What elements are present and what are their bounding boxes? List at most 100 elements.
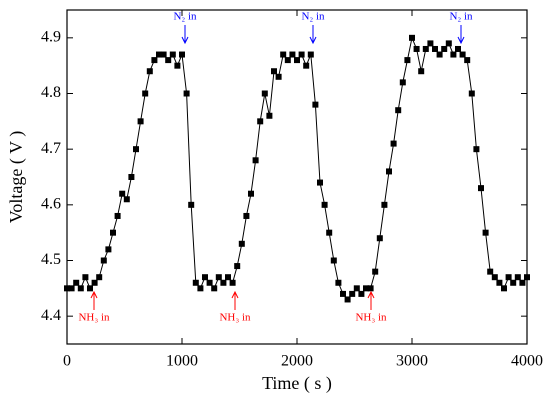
marker: [100, 257, 107, 264]
y-axis-label: Voltage ( V ): [6, 131, 27, 224]
x-axis-label: Time ( s ): [262, 373, 332, 394]
marker: [220, 279, 227, 286]
marker: [468, 90, 475, 97]
marker: [123, 196, 130, 203]
y-tick-label: 4.5: [41, 251, 61, 268]
marker: [156, 51, 162, 58]
marker: [248, 190, 254, 197]
marker: [409, 34, 415, 41]
marker: [119, 190, 126, 197]
arrow-head: [457, 36, 465, 45]
marker: [105, 246, 112, 253]
marker: [496, 279, 503, 286]
marker: [238, 240, 245, 247]
marker: [307, 51, 314, 58]
annotation: N₂ in: [449, 11, 473, 23]
arrow-head: [367, 290, 375, 299]
marker: [73, 279, 80, 286]
marker: [183, 90, 190, 97]
marker: [353, 285, 360, 292]
y-tick-label: 4.8: [41, 84, 61, 101]
arrow-head: [90, 290, 98, 299]
marker: [114, 212, 121, 219]
marker: [349, 290, 356, 297]
marker: [252, 157, 259, 164]
marker: [330, 257, 337, 264]
marker: [179, 51, 185, 58]
marker: [363, 285, 369, 292]
marker: [317, 179, 323, 186]
x-tick-label: 1000: [166, 353, 198, 370]
marker: [395, 107, 402, 114]
marker: [340, 290, 346, 297]
marker: [335, 279, 342, 286]
marker: [367, 285, 374, 292]
marker: [257, 118, 264, 125]
annotation: NH₃ in: [78, 312, 110, 324]
annotation: N₂ in: [301, 11, 325, 23]
marker: [505, 274, 512, 281]
marker: [399, 79, 406, 86]
marker: [514, 274, 521, 281]
marker: [165, 57, 172, 64]
marker: [229, 279, 236, 286]
annotation: NH₃ in: [355, 312, 387, 324]
marker: [261, 90, 268, 97]
x-tick-label: 4000: [511, 353, 543, 370]
marker: [215, 274, 222, 281]
marker: [482, 229, 489, 236]
series-line: [67, 36, 528, 301]
y-tick-label: 4.4: [41, 307, 61, 324]
marker: [174, 62, 181, 69]
marker: [160, 51, 167, 58]
marker: [303, 62, 310, 69]
marker: [91, 279, 98, 286]
marker: [459, 51, 466, 58]
y-tick-label: 4.9: [41, 29, 61, 46]
marker: [192, 279, 199, 286]
y-tick-label: 4.7: [41, 140, 61, 157]
marker: [82, 274, 89, 281]
marker: [372, 268, 379, 275]
annotation: NH₃ in: [219, 312, 251, 324]
marker: [202, 274, 208, 281]
annotation: N₂ in: [173, 11, 197, 23]
marker: [77, 285, 84, 292]
marker: [128, 174, 135, 180]
marker: [510, 279, 517, 286]
marker: [64, 285, 70, 292]
marker: [491, 274, 498, 281]
marker: [137, 118, 144, 125]
marker: [225, 274, 231, 281]
x-tick-label: 2000: [281, 353, 313, 370]
marker: [289, 51, 296, 58]
marker: [312, 101, 319, 108]
marker: [321, 201, 328, 208]
marker: [418, 68, 425, 75]
marker: [432, 45, 438, 52]
marker: [266, 112, 273, 119]
marker: [487, 268, 494, 275]
y-tick-label: 4.6: [41, 196, 61, 213]
marker: [478, 185, 484, 192]
x-tick-label: 3000: [396, 353, 428, 370]
marker: [422, 45, 429, 52]
marker: [68, 285, 75, 292]
marker: [146, 68, 153, 75]
marker: [271, 68, 277, 75]
arrow-head: [309, 36, 317, 45]
marker: [390, 140, 397, 147]
marker: [96, 274, 103, 281]
marker: [326, 229, 333, 236]
marker: [344, 296, 351, 303]
marker: [234, 263, 241, 270]
marker: [441, 45, 448, 52]
marker: [284, 57, 291, 64]
marker: [501, 285, 507, 292]
marker: [275, 73, 282, 80]
marker: [455, 45, 461, 52]
marker: [404, 57, 411, 64]
marker: [358, 290, 365, 297]
marker: [376, 235, 383, 242]
